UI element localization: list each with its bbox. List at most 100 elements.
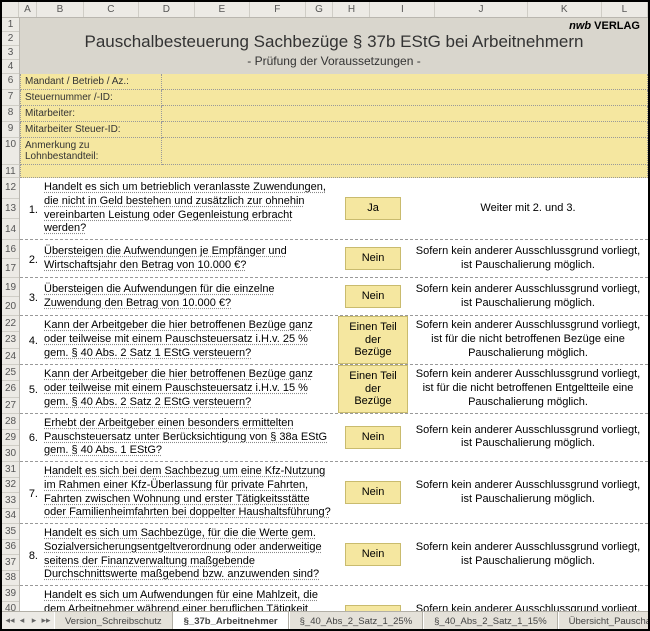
column-headers: ABCDEFGHIJKL bbox=[2, 2, 648, 18]
row-gutter: 31323334 bbox=[2, 462, 20, 524]
result-text: Sofern kein anderer Ausschlussgrund vorl… bbox=[408, 414, 648, 461]
row-gutter: 39404142 bbox=[2, 586, 20, 613]
row-gutter: 1617 bbox=[2, 240, 20, 278]
answer-value[interactable]: Nein bbox=[345, 481, 401, 504]
meta-value[interactable] bbox=[162, 74, 648, 90]
row-gutter: 252627 bbox=[2, 365, 20, 414]
answer-value[interactable]: Nein bbox=[345, 543, 401, 566]
meta-value[interactable] bbox=[162, 106, 648, 122]
question-text: Handelt es sich um Aufwendungen für eine… bbox=[40, 586, 338, 613]
answer-value[interactable]: Nein bbox=[345, 285, 401, 308]
title-block: 1234 nwb VERLAG Pauschalbesteuerung Sach… bbox=[2, 18, 648, 74]
sheet-tab[interactable]: §_37b_Arbeitnehmer bbox=[173, 612, 289, 629]
question-number: 6. bbox=[20, 414, 40, 461]
result-text: Sofern kein anderer Ausschlussgrund vorl… bbox=[408, 365, 648, 413]
question-text: Handelt es sich bei dem Sachbezug um ein… bbox=[40, 462, 338, 523]
publisher-logo: nwb VERLAG bbox=[569, 20, 640, 32]
tab-nav-next-icon[interactable]: ▸ bbox=[28, 615, 40, 627]
row-number: 10 bbox=[2, 138, 20, 165]
question-number: 9. bbox=[20, 586, 40, 613]
page-title: Pauschalbesteuerung Sachbezüge § 37b ESt… bbox=[28, 22, 640, 52]
answer-cell[interactable]: Nein bbox=[338, 462, 408, 523]
sheet-tab[interactable]: §_40_Abs_2_Satz_1_15% bbox=[423, 612, 558, 629]
question-text: Erhebt der Arbeitgeber einen besonders e… bbox=[40, 414, 338, 461]
answer-value[interactable]: Nein bbox=[345, 247, 401, 270]
answer-cell[interactable]: Nein bbox=[338, 586, 408, 613]
meta-label: Mitarbeiter: bbox=[20, 106, 162, 122]
result-text: Sofern kein anderer Ausschlussgrund vorl… bbox=[408, 462, 648, 523]
meta-label: Steuernummer /-ID: bbox=[20, 90, 162, 106]
answer-value[interactable]: Ja bbox=[345, 197, 401, 220]
sheet-tab[interactable]: Version_Schreibschutz bbox=[54, 612, 173, 629]
sheet-tab[interactable]: §_40_Abs_2_Satz_1_25% bbox=[289, 612, 424, 629]
column-header[interactable]: K bbox=[528, 2, 602, 17]
question-number: 7. bbox=[20, 462, 40, 523]
question-text: Kann der Arbeitgeber die hier betroffene… bbox=[40, 365, 338, 413]
column-header[interactable]: C bbox=[84, 2, 140, 17]
result-text: Sofern kein anderer Ausschlussgrund vorl… bbox=[408, 524, 648, 585]
result-text: Sofern kein anderer Ausschlussgrund vorl… bbox=[408, 240, 648, 277]
question-text: Handelt es sich um betrieblich veranlass… bbox=[40, 178, 338, 239]
result-text: Sofern kein anderer Ausschlussgrund vorl… bbox=[408, 278, 648, 315]
row-number: 9 bbox=[2, 122, 20, 138]
answer-cell[interactable]: Einen Teil der Bezüge bbox=[338, 365, 408, 413]
answer-cell[interactable]: Nein bbox=[338, 240, 408, 277]
sheet-tab-bar: ◂◂ ◂ ▸ ▸▸ Version_Schreibschutz§_37b_Arb… bbox=[2, 611, 648, 629]
empty-meta-row bbox=[20, 165, 648, 178]
row-number: 8 bbox=[2, 106, 20, 122]
answer-value[interactable]: Einen Teil der Bezüge bbox=[338, 365, 408, 413]
column-header[interactable]: D bbox=[139, 2, 195, 17]
question-number: 4. bbox=[20, 316, 40, 364]
row-number: 6 bbox=[2, 74, 20, 90]
question-number: 5. bbox=[20, 365, 40, 413]
logo-suffix: VERLAG bbox=[591, 20, 640, 32]
question-number: 8. bbox=[20, 524, 40, 585]
row-gutter: 121314 bbox=[2, 178, 20, 240]
row-gutter: 1920 bbox=[2, 278, 20, 316]
meta-label: Anmerkung zu Lohnbestandteil: bbox=[20, 138, 162, 165]
column-header[interactable]: L bbox=[602, 2, 648, 17]
question-text: Übersteigen die Aufwendungen für die ein… bbox=[40, 278, 338, 315]
column-header[interactable]: F bbox=[250, 2, 306, 17]
answer-cell[interactable]: Einen Teil der Bezüge bbox=[338, 316, 408, 364]
row-gutter: 35363738 bbox=[2, 524, 20, 586]
column-header[interactable]: G bbox=[306, 2, 334, 17]
answer-cell[interactable]: Nein bbox=[338, 414, 408, 461]
sheet-tab[interactable]: Übersicht_Pauschalsteue bbox=[558, 612, 648, 629]
question-text: Kann der Arbeitgeber die hier betroffene… bbox=[40, 316, 338, 364]
result-text: Weiter mit 2. und 3. bbox=[408, 178, 648, 239]
row-number: 11 bbox=[2, 165, 20, 178]
result-text: Sofern kein anderer Ausschlussgrund vorl… bbox=[408, 586, 648, 613]
question-text: Übersteigen die Aufwendungen je Empfänge… bbox=[40, 240, 338, 277]
column-header[interactable]: B bbox=[37, 2, 83, 17]
tab-nav-buttons[interactable]: ◂◂ ◂ ▸ ▸▸ bbox=[2, 612, 54, 629]
meta-value[interactable] bbox=[162, 122, 648, 138]
answer-value[interactable]: Nein bbox=[345, 426, 401, 449]
row-gutter: 1234 bbox=[2, 18, 20, 74]
column-header[interactable]: I bbox=[370, 2, 435, 17]
worksheet-body: 1234 nwb VERLAG Pauschalbesteuerung Sach… bbox=[2, 18, 648, 613]
answer-cell[interactable]: Ja bbox=[338, 178, 408, 239]
page-subtitle: - Prüfung der Voraussetzungen - bbox=[28, 54, 640, 72]
tab-nav-prev-icon[interactable]: ◂ bbox=[16, 615, 28, 627]
answer-cell[interactable]: Nein bbox=[338, 524, 408, 585]
row-gutter: 282930 bbox=[2, 414, 20, 462]
meta-value[interactable] bbox=[162, 90, 648, 106]
question-text: Handelt es sich um Sachbezüge, für die d… bbox=[40, 524, 338, 585]
meta-label: Mandant / Betrieb / Az.: bbox=[20, 74, 162, 90]
answer-cell[interactable]: Nein bbox=[338, 278, 408, 315]
tab-nav-last-icon[interactable]: ▸▸ bbox=[40, 615, 52, 627]
result-text: Sofern kein anderer Ausschlussgrund vorl… bbox=[408, 316, 648, 364]
column-header[interactable]: A bbox=[19, 2, 38, 17]
question-number: 3. bbox=[20, 278, 40, 315]
column-header[interactable]: H bbox=[333, 2, 370, 17]
column-header[interactable]: J bbox=[435, 2, 527, 17]
question-number: 1. bbox=[20, 178, 40, 239]
tab-nav-first-icon[interactable]: ◂◂ bbox=[4, 615, 16, 627]
question-number: 2. bbox=[20, 240, 40, 277]
answer-value[interactable]: Einen Teil der Bezüge bbox=[338, 316, 408, 364]
meta-label: Mitarbeiter Steuer-ID: bbox=[20, 122, 162, 138]
column-header[interactable]: E bbox=[195, 2, 251, 17]
logo-brand: nwb bbox=[569, 20, 591, 32]
meta-value[interactable] bbox=[162, 138, 648, 165]
